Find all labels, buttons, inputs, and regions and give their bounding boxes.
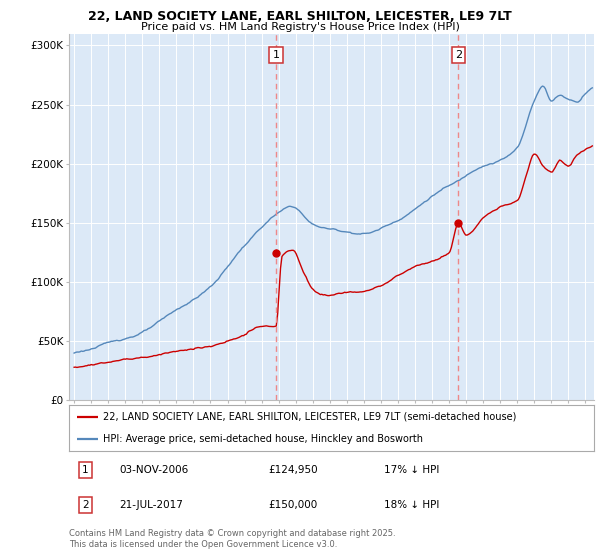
Text: 03-NOV-2006: 03-NOV-2006 xyxy=(119,465,188,475)
Text: 17% ↓ HPI: 17% ↓ HPI xyxy=(384,465,439,475)
Text: 2: 2 xyxy=(455,50,462,60)
Text: 22, LAND SOCIETY LANE, EARL SHILTON, LEICESTER, LE9 7LT: 22, LAND SOCIETY LANE, EARL SHILTON, LEI… xyxy=(88,10,512,23)
Text: Price paid vs. HM Land Registry's House Price Index (HPI): Price paid vs. HM Land Registry's House … xyxy=(140,22,460,32)
Text: 2: 2 xyxy=(82,501,89,510)
Text: Contains HM Land Registry data © Crown copyright and database right 2025.
This d: Contains HM Land Registry data © Crown c… xyxy=(69,529,395,549)
Text: 21-JUL-2017: 21-JUL-2017 xyxy=(119,501,183,510)
Text: HPI: Average price, semi-detached house, Hinckley and Bosworth: HPI: Average price, semi-detached house,… xyxy=(103,434,423,444)
Text: £150,000: £150,000 xyxy=(269,501,318,510)
Text: £124,950: £124,950 xyxy=(269,465,318,475)
Text: 22, LAND SOCIETY LANE, EARL SHILTON, LEICESTER, LE9 7LT (semi-detached house): 22, LAND SOCIETY LANE, EARL SHILTON, LEI… xyxy=(103,412,517,422)
Text: 1: 1 xyxy=(82,465,89,475)
Text: 1: 1 xyxy=(272,50,280,60)
Text: 18% ↓ HPI: 18% ↓ HPI xyxy=(384,501,439,510)
